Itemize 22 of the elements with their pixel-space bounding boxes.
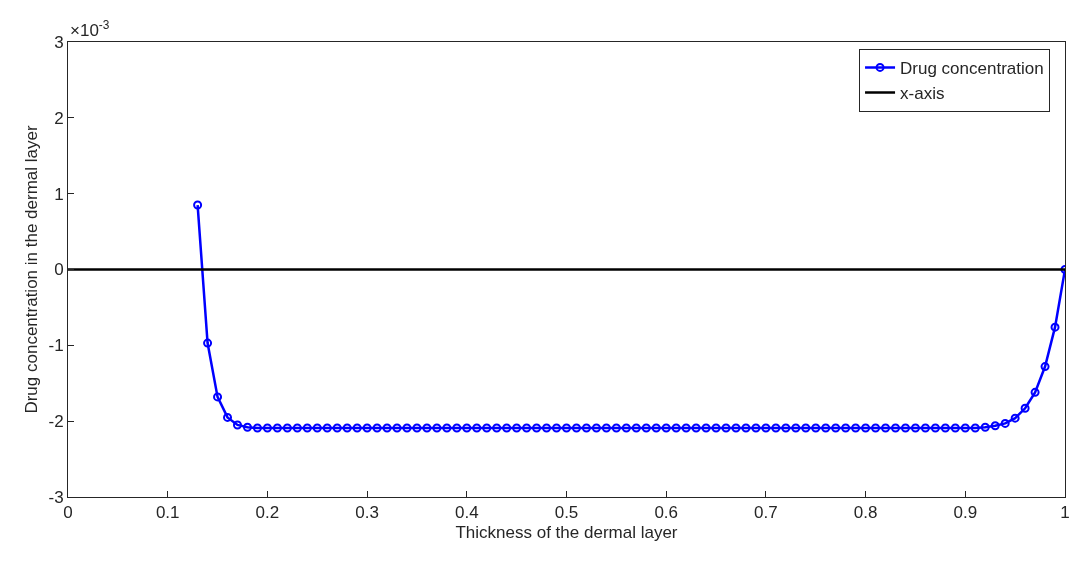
x-tick-label: 0.6: [654, 503, 679, 523]
y-axis-title: Drug concentration in the dermal layer: [22, 125, 42, 414]
x-axis-title: Thickness of the dermal layer: [455, 522, 678, 542]
y-tick-label: 0: [54, 260, 64, 280]
y-tick-label: 2: [54, 108, 64, 128]
y-tick-label: -3: [48, 487, 64, 507]
x-tick-label: 1: [1060, 503, 1070, 523]
y-tick-label: -1: [48, 336, 64, 356]
y-tick-label: 1: [54, 184, 64, 204]
x-tick-label: 0.7: [754, 503, 778, 523]
y-tick-label: 3: [54, 32, 64, 52]
x-tick-label: 0.8: [853, 503, 878, 523]
text: ×10$^{-3}$: [70, 18, 110, 41]
legend-label: Drug concentration: [900, 59, 1044, 79]
y-tick-label: -2: [48, 412, 64, 432]
x-tick-label: 0.4: [454, 503, 479, 523]
x-tick-label: 0.5: [554, 503, 579, 523]
x-tick-label: 0.3: [355, 503, 379, 523]
x-tick-label: 0.9: [953, 503, 978, 523]
legend-label: x-axis: [900, 84, 945, 104]
x-tick-label: 0.1: [155, 503, 180, 523]
x-tick-label: 0.2: [255, 503, 280, 523]
